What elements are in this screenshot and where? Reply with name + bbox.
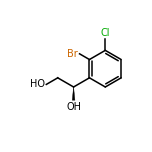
Text: Br: Br (67, 49, 78, 59)
Text: OH: OH (66, 102, 81, 112)
Polygon shape (72, 87, 75, 100)
Text: HO: HO (30, 79, 45, 89)
Text: Cl: Cl (100, 28, 110, 38)
